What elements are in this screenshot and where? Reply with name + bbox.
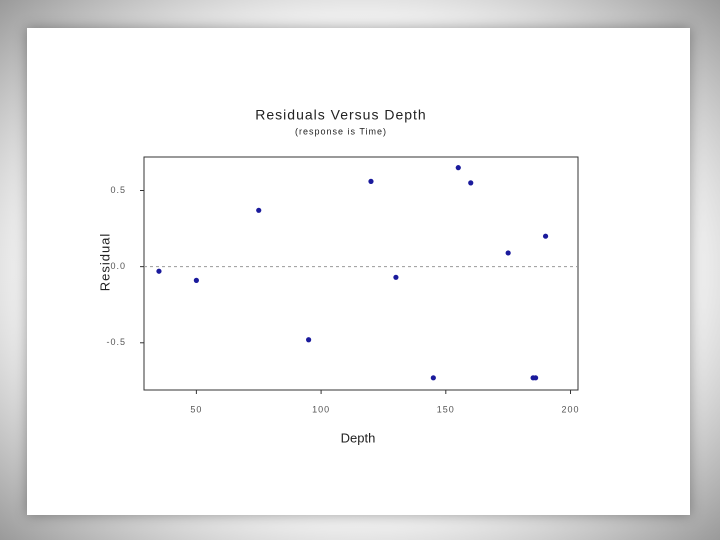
point (532, 375, 539, 381)
chart-title: Residuals Versus Depth (255, 107, 426, 123)
point (393, 274, 399, 280)
point (455, 165, 461, 171)
point (306, 337, 312, 343)
y-tick-label: -0.5 (106, 337, 126, 347)
y-tick-label: 0.0 (110, 261, 126, 271)
point (505, 250, 511, 256)
x-tick-label: 200 (562, 404, 580, 414)
point (256, 207, 262, 213)
point (156, 268, 162, 274)
chart-subtitle: (response is Time) (295, 126, 387, 136)
plot-frame (143, 156, 579, 391)
point (468, 180, 474, 186)
x-axis-label: Depth (341, 430, 376, 445)
y-axis-label: Residual (97, 233, 112, 292)
x-tick-label: 150 (437, 404, 455, 414)
x-tick-label: 100 (312, 404, 330, 414)
y-tick-label: 0.5 (110, 185, 126, 195)
x-tick-label: 50 (190, 404, 202, 414)
point (368, 178, 374, 184)
point (430, 375, 436, 381)
point (542, 233, 549, 239)
slide (27, 28, 690, 515)
point (193, 277, 199, 283)
